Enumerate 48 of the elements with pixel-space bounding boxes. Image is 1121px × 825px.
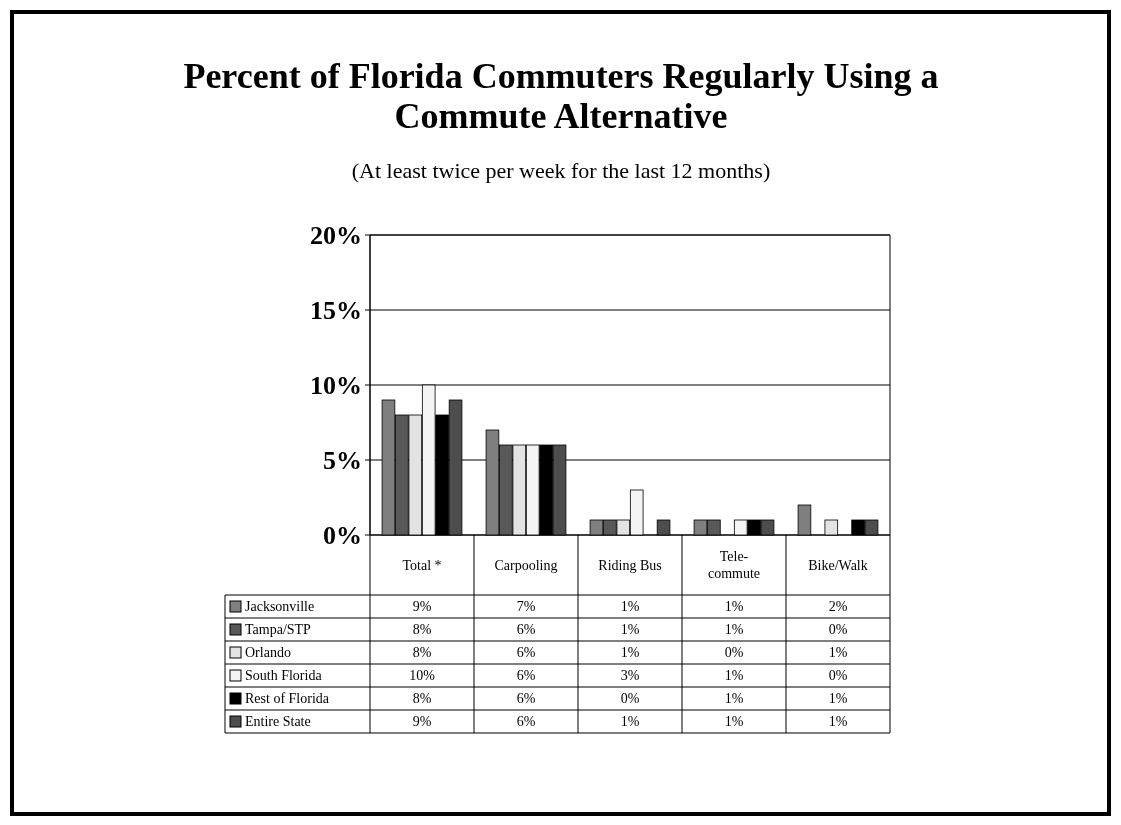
- data-label: 6%: [516, 645, 536, 661]
- y-tick-label: 10%: [310, 371, 362, 401]
- data-label: 1%: [724, 668, 744, 684]
- data-label: 0%: [620, 691, 640, 707]
- x-tick-label: Tele-commute: [707, 549, 761, 582]
- x-tick-label: Bike/Walk: [808, 557, 868, 573]
- data-label: 1%: [620, 622, 640, 638]
- x-tick-label: Riding Bus: [598, 557, 662, 573]
- data-label: 8%: [412, 691, 432, 707]
- data-label: 1%: [828, 691, 848, 707]
- data-label: 1%: [724, 622, 744, 638]
- legend-label: Rest of Florida: [245, 691, 330, 707]
- data-label: 8%: [412, 645, 432, 661]
- data-label: 10%: [409, 668, 436, 684]
- legend-label: South Florida: [245, 668, 323, 684]
- data-label: 3%: [620, 668, 640, 684]
- chart-title: Percent of Florida Commuters Regularly Using a Commute Alternative: [183, 56, 939, 136]
- data-label: 0%: [828, 668, 848, 684]
- data-label: 6%: [516, 691, 536, 707]
- data-label: 1%: [828, 645, 848, 661]
- y-tick-label: 0%: [323, 521, 362, 551]
- data-label: 1%: [724, 599, 744, 615]
- chart-subtitle: (At least twice per week for the last 12 months): [351, 158, 771, 183]
- x-tick-label: Total *: [402, 557, 442, 573]
- data-label: 6%: [516, 714, 536, 730]
- data-label: 0%: [724, 645, 744, 661]
- data-label: 1%: [620, 714, 640, 730]
- data-label: 2%: [828, 599, 848, 615]
- data-label: 1%: [724, 691, 744, 707]
- data-label: 0%: [828, 622, 848, 638]
- data-label: 6%: [516, 622, 536, 638]
- data-label: 9%: [412, 714, 432, 730]
- legend-label: Tampa/STP: [245, 622, 312, 638]
- data-label: 1%: [724, 714, 744, 730]
- data-label: 9%: [412, 599, 432, 615]
- data-label: 6%: [516, 668, 536, 684]
- data-label: 8%: [412, 622, 432, 638]
- data-label: 1%: [620, 645, 640, 661]
- y-tick-label: 5%: [323, 446, 362, 476]
- data-label: 1%: [828, 714, 848, 730]
- x-tick-label: Carpooling: [494, 557, 558, 573]
- y-tick-label: 20%: [310, 221, 362, 251]
- y-tick-label: 15%: [310, 296, 362, 326]
- data-label: 1%: [620, 599, 640, 615]
- legend-label: Entire State: [245, 714, 311, 730]
- legend-label: Jacksonville: [245, 599, 315, 615]
- legend-label: Orlando: [245, 645, 291, 661]
- data-label: 7%: [516, 599, 536, 615]
